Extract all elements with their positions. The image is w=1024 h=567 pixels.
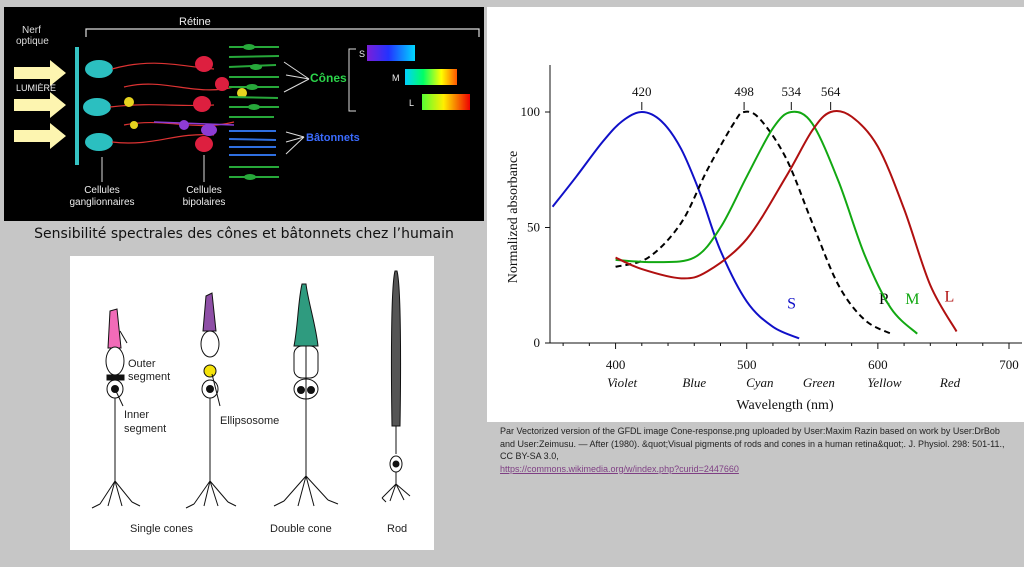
rod-cell [381, 270, 411, 503]
slide-caption: Sensibilité spectrales des cônes et bâto… [34, 226, 454, 242]
m-spectrum-bar [405, 69, 457, 85]
absorbance-chart: 0 50 100 400 500 600 700 Violet Blue Cyan Green Yel… [487, 7, 1024, 422]
peak-label: 420 [632, 84, 652, 99]
series-label-m: M [905, 291, 919, 308]
l-spectrum-bar [422, 94, 470, 110]
retina-diagram: Rétine Nerf optique LUMIÈRE [4, 7, 484, 221]
nerve-label-1: Nerf [22, 25, 41, 36]
color-band-label: Green [803, 375, 835, 390]
color-band-label: Yellow [867, 375, 902, 390]
rods-label: Bâtonnets [306, 132, 360, 144]
bipolar-cells [193, 56, 229, 152]
retina-title: Rétine [179, 16, 211, 28]
ganglion-label-2: ganglionnaires [69, 197, 134, 208]
x-tick-label: 500 [737, 357, 757, 372]
outer-segment-label-1: Outer [128, 358, 156, 370]
x-tick-label: 400 [606, 357, 626, 372]
series-line-l [615, 109, 958, 332]
inner-segment-label-2: segment [124, 423, 166, 435]
light-label: LUMIÈRE [16, 83, 56, 93]
color-band-label: Violet [607, 375, 637, 390]
s-spectrum-bar [367, 45, 415, 61]
y-axis-label: Normalized absorbance [506, 151, 521, 284]
peak-label: 498 [734, 84, 754, 99]
color-band-label: Blue [682, 375, 706, 390]
rod-label: Rod [387, 523, 407, 535]
credit-link[interactable]: https://commons.wikimedia.org/w/index.ph… [500, 463, 739, 474]
nerve-label-2: optique [16, 36, 49, 47]
peak-label: 534 [782, 84, 802, 99]
l-label: L [409, 98, 414, 108]
credit-text: Par Vectorized version of the GFDL image… [500, 426, 1005, 461]
single-cone-purple [185, 292, 237, 509]
m-label: M [392, 73, 400, 83]
y-tick-label: 50 [527, 220, 540, 235]
x-tick-label: 600 [868, 357, 888, 372]
series-label-l: L [945, 288, 955, 305]
single-cone-pink [91, 308, 141, 509]
series-label-s: S [787, 295, 796, 312]
peak-label: 564 [821, 84, 841, 99]
series-line-s [551, 110, 800, 340]
color-band-label: Cyan [746, 375, 773, 390]
ellipsosome-label: Ellipsosome [220, 415, 279, 427]
s-label: S [359, 49, 365, 59]
photoreceptor-types-figure: Outer segment Inner segment Ellipsosome … [70, 256, 434, 550]
outer-segment-label-2: segment [128, 371, 170, 383]
photoreceptor-layer [228, 44, 280, 180]
ganglion-cells [83, 60, 113, 151]
y-tick-label: 0 [534, 335, 541, 350]
bipolar-label-2: bipolaires [183, 197, 226, 208]
image-credit: Par Vectorized version of the GFDL image… [500, 425, 1010, 475]
cones-label: Cônes [310, 71, 347, 85]
ganglion-label-1: Cellules [84, 185, 120, 196]
double-cone-label: Double cone [270, 523, 332, 535]
y-tick-label: 100 [521, 104, 541, 119]
inner-segment-label-1: Inner [124, 409, 149, 421]
bipolar-label-1: Cellules [186, 185, 222, 196]
double-cone [273, 283, 339, 507]
single-cones-label: Single cones [130, 523, 193, 535]
x-tick-label: 700 [999, 357, 1019, 372]
x-axis-label: Wavelength (nm) [736, 398, 834, 413]
series-line-m [615, 110, 918, 335]
light-arrows [14, 60, 66, 149]
color-band-label: Red [939, 375, 961, 390]
series-line-r [615, 110, 892, 335]
